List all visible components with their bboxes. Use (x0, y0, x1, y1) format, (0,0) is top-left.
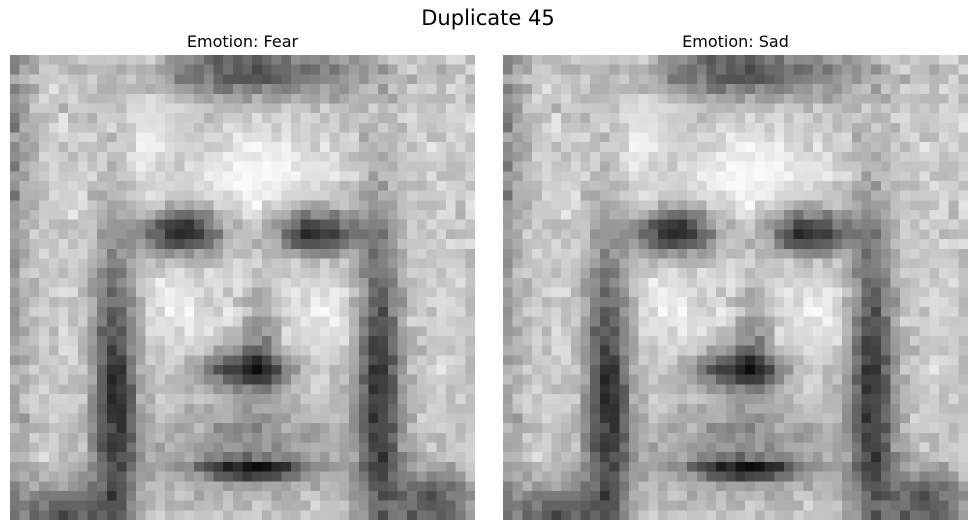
face-image-left (10, 55, 475, 520)
face-pixel-grid (503, 55, 968, 520)
figure-title: Duplicate 45 (421, 6, 555, 30)
panel-title-left: Emotion: Fear (186, 32, 299, 51)
panel-title-right: Emotion: Sad (682, 32, 789, 51)
face-image-right (503, 55, 968, 520)
face-pixel-grid (10, 55, 475, 520)
